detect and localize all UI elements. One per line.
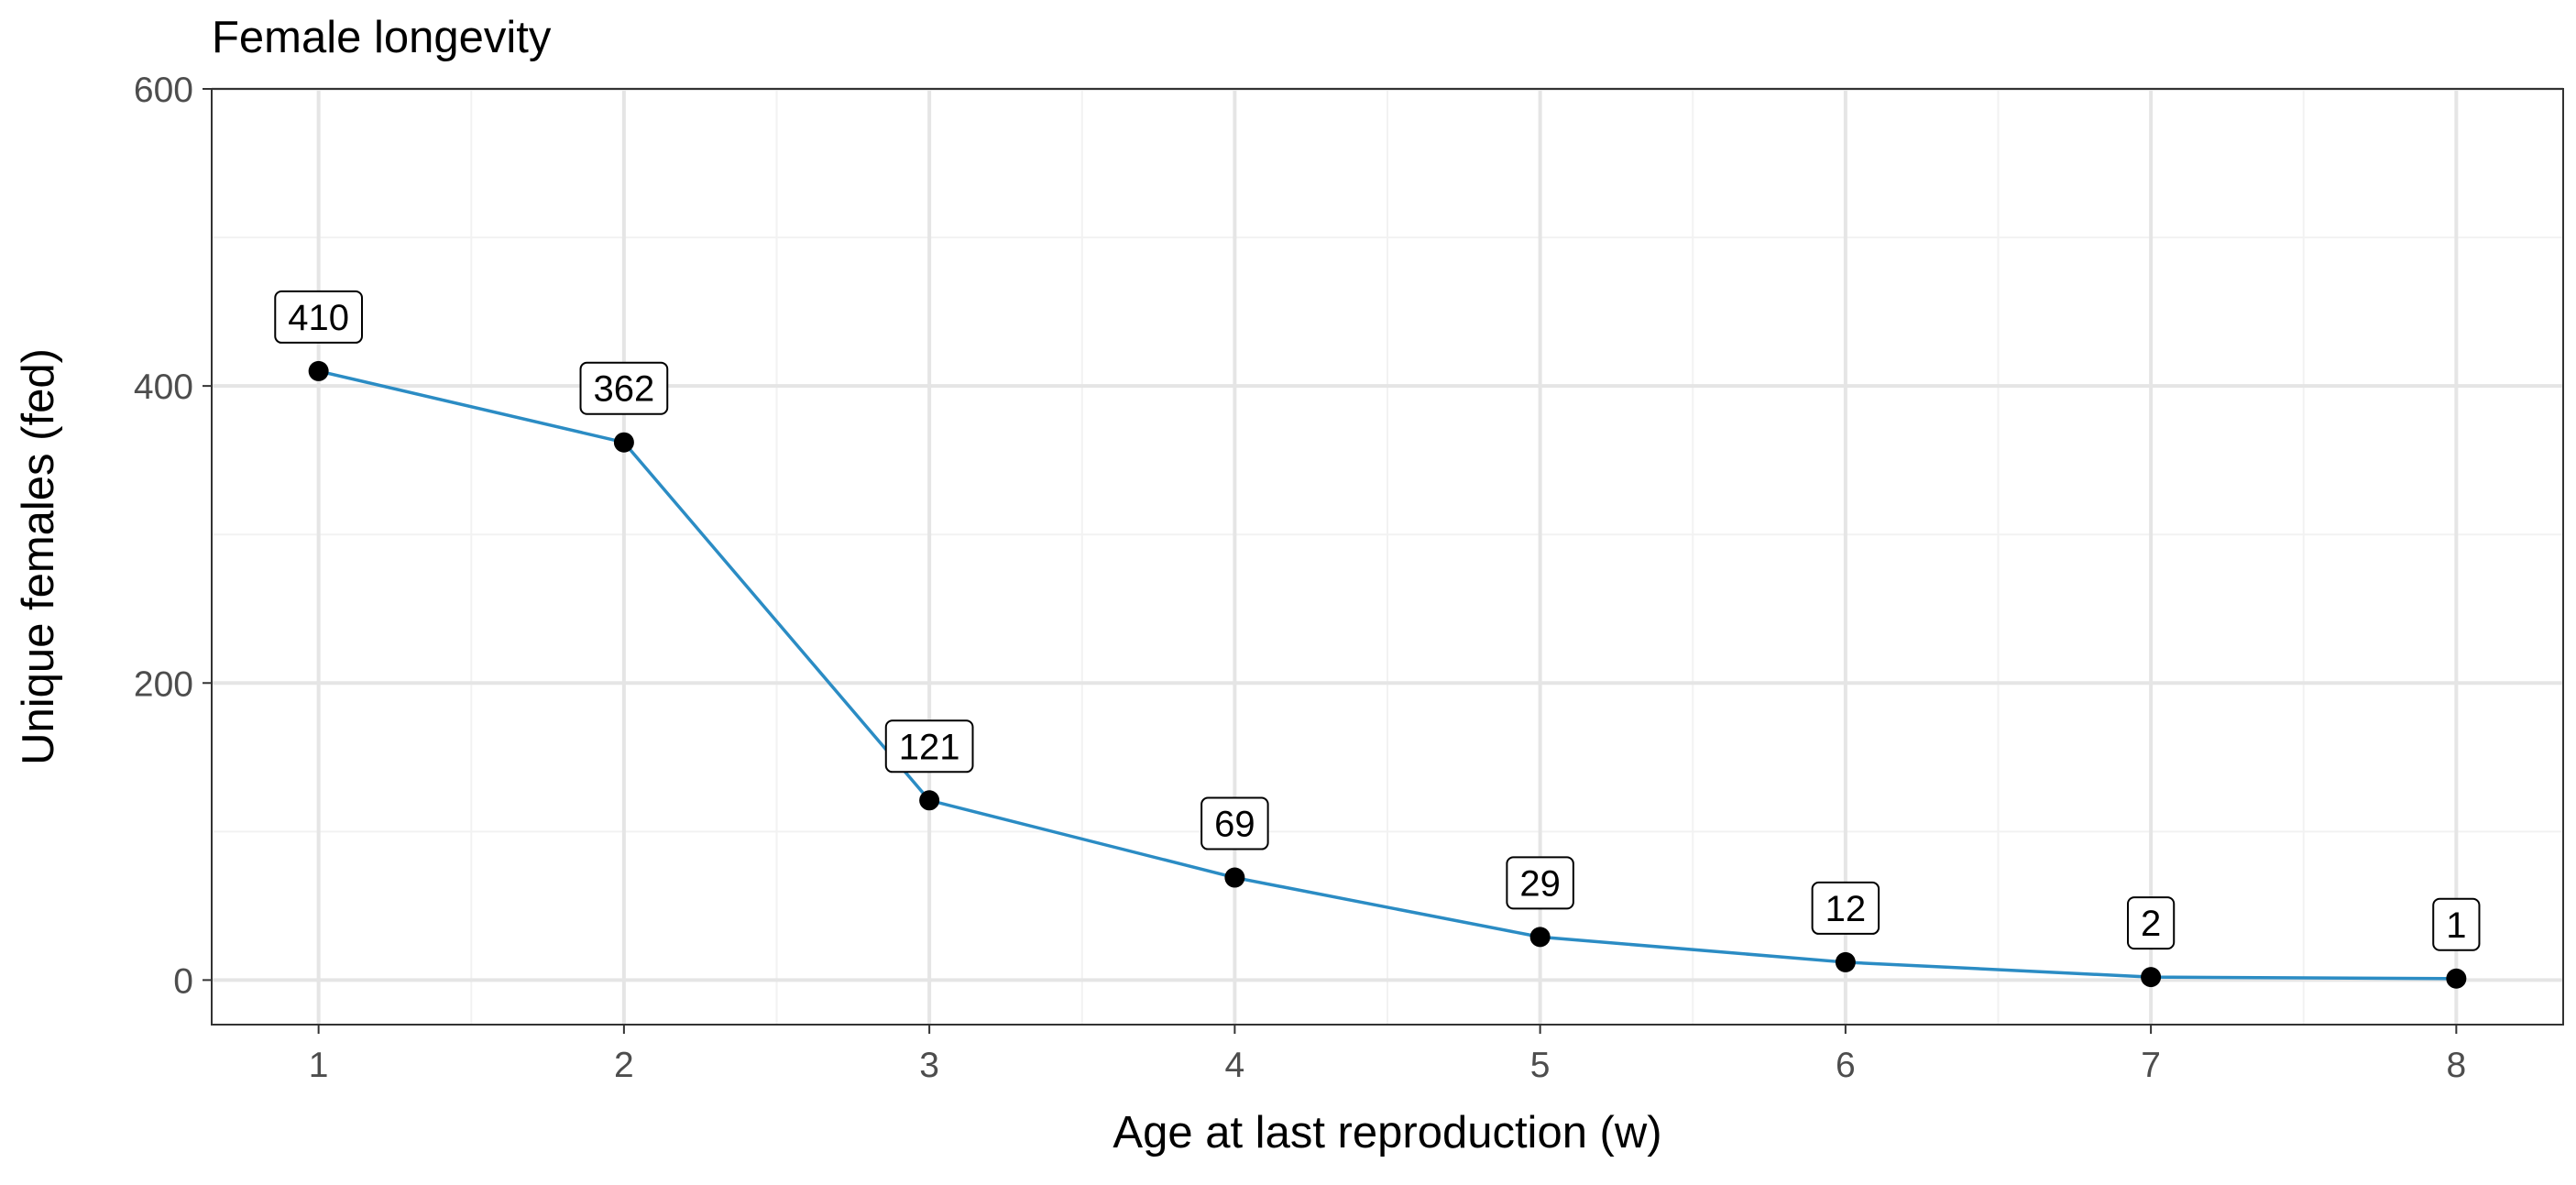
y-axis-label: Unique females (fed): [14, 348, 63, 765]
data-label: 12: [1825, 889, 1867, 929]
data-point: [1224, 867, 1245, 888]
data-label: 362: [594, 369, 655, 410]
x-tick-label: 5: [1530, 1046, 1551, 1085]
data-labels: 410 362 121 69 29 12 2 1: [274, 290, 2481, 951]
data-point: [1835, 951, 1856, 972]
y-tick-label: 400: [134, 368, 193, 407]
data-point: [1529, 927, 1551, 948]
data-label-box: [579, 361, 669, 415]
data-label-box: [884, 719, 974, 774]
y-tick-label: 0: [173, 961, 193, 1001]
series-line: [318, 369, 2457, 981]
x-tick-label: 3: [919, 1046, 939, 1085]
data-label-box: [274, 290, 363, 344]
data-point: [2446, 968, 2467, 989]
y-tick-label: 600: [134, 71, 193, 110]
data-point: [613, 432, 634, 453]
data-label: 69: [1214, 805, 1255, 845]
x-tick-label: 2: [614, 1046, 634, 1085]
data-point: [919, 790, 940, 811]
data-label-box: [1811, 881, 1880, 935]
panel-border: [211, 88, 2564, 1026]
x-tick-label: 7: [2141, 1046, 2161, 1085]
x-tick-label: 8: [2447, 1046, 2467, 1085]
series-layer: [308, 360, 2467, 989]
grid-lines: [212, 87, 2563, 1025]
data-label-box: [1200, 796, 1269, 850]
data-point: [308, 360, 329, 381]
y-tick-label: 200: [134, 664, 193, 704]
data-label: 1: [2446, 905, 2466, 946]
data-point: [2141, 967, 2162, 988]
data-label: 121: [899, 727, 960, 767]
x-tick-label: 6: [1836, 1046, 1856, 1085]
data-label-box: [1506, 856, 1574, 910]
data-label: 29: [1519, 863, 1561, 904]
x-tick-label: 4: [1225, 1046, 1245, 1085]
x-axis-label: Age at last reproduction (w): [1113, 1108, 1661, 1158]
data-label-box: [2432, 897, 2481, 951]
data-label: 2: [2141, 904, 2161, 944]
x-tick-label: 1: [309, 1046, 329, 1085]
data-label-box: [2126, 896, 2176, 950]
chart-title: Female longevity: [212, 13, 552, 62]
data-label: 410: [288, 298, 349, 338]
